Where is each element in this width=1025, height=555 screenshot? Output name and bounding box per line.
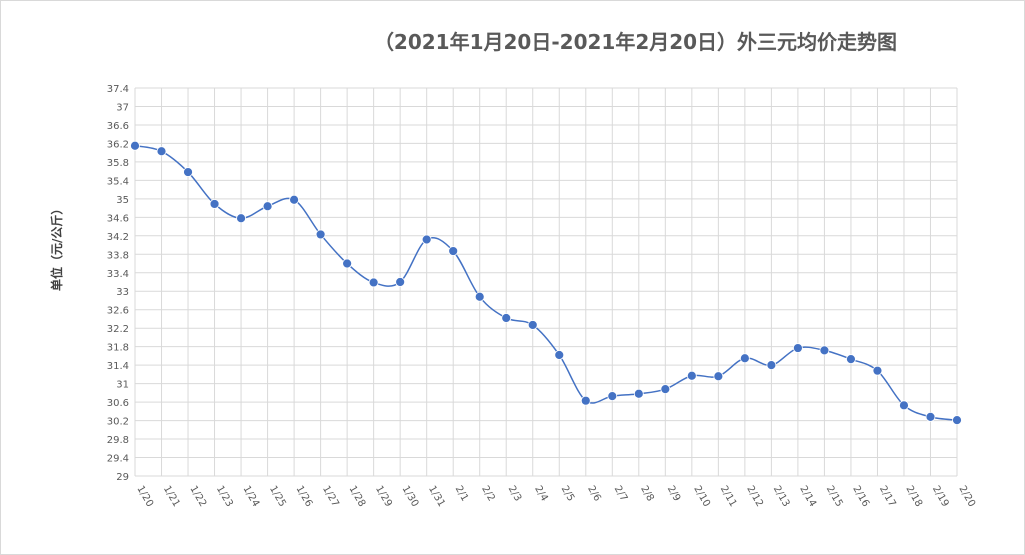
y-tick-label: 37.4: [107, 84, 129, 95]
x-tick-label: 1/20: [134, 484, 155, 509]
y-tick-label: 35: [116, 195, 129, 206]
data-point: [660, 384, 671, 395]
y-tick-label: 35.8: [107, 158, 129, 169]
data-point: [183, 167, 193, 177]
y-tick-label: 34.6: [107, 213, 129, 224]
data-point: [713, 371, 724, 382]
data-point: [607, 391, 618, 401]
y-tick-label: 31.4: [107, 361, 129, 372]
x-tick-label: 1/29: [373, 484, 394, 509]
data-point: [686, 370, 697, 381]
grid-lines: [134, 87, 958, 477]
series-line: [134, 144, 958, 421]
x-tick-label: 1/23: [214, 484, 235, 509]
x-tick-label: 2/17: [877, 484, 898, 509]
data-point: [236, 213, 246, 224]
x-tick-label: 2/4: [532, 484, 550, 503]
x-tick-label: 2/5: [559, 484, 577, 503]
data-point: [448, 246, 459, 256]
x-tick-labels: 1/20 1/21 1/22 1/23 1/24 1/25 1/26 1/27 1/28 1/29…: [134, 484, 977, 509]
data-point: [846, 354, 856, 365]
data-point: [793, 343, 803, 353]
data-point: [766, 360, 777, 371]
data-point: [315, 229, 326, 240]
x-tick-label: 2/8: [638, 484, 656, 503]
data-point: [527, 320, 538, 330]
y-tick-label: 29: [116, 472, 129, 483]
data-point: [474, 291, 485, 302]
y-tick-label: 31: [116, 380, 129, 391]
x-tick-label: 1/24: [240, 484, 261, 509]
x-tick-label: 2/19: [930, 484, 951, 509]
x-tick-label: 2/20: [956, 484, 977, 509]
data-point: [368, 277, 379, 288]
y-tick-label: 32.2: [107, 324, 129, 335]
data-point: [554, 350, 565, 360]
series-layer: [130, 140, 962, 426]
chart-title: （2021年1月20日-2021年2月20日）外三元均价走势图: [373, 30, 898, 54]
x-tick-label: 2/6: [585, 484, 603, 503]
y-tick-label: 31.8: [107, 343, 129, 354]
x-tick-label: 1/27: [320, 484, 341, 509]
x-tick-label: 2/11: [718, 484, 739, 509]
x-tick-label: 2/7: [612, 484, 630, 503]
data-point: [130, 140, 140, 151]
data-point: [739, 353, 750, 364]
x-tick-label: 2/9: [665, 484, 683, 503]
x-tick-label: 2/13: [771, 484, 792, 509]
x-tick-label: 2/2: [479, 484, 497, 503]
y-tick-label: 33.4: [107, 269, 129, 280]
y-tick-label: 36.2: [107, 139, 129, 150]
x-tick-label: 2/14: [797, 484, 818, 509]
x-tick-label: 1/22: [187, 484, 208, 509]
y-tick-labels: 29 29.4 29.8 30.2 30.6 31 31.4 31.8 32.2 32.6 33 33…: [107, 84, 129, 483]
y-tick-label: 34.2: [107, 232, 129, 243]
data-point: [395, 277, 406, 287]
x-tick-label: 2/10: [691, 484, 712, 509]
y-tick-label: 33.8: [107, 250, 129, 261]
data-point: [262, 201, 273, 212]
x-tick-label: 1/28: [347, 484, 368, 509]
data-point: [925, 411, 936, 422]
y-tick-label: 35.4: [107, 176, 129, 187]
y-tick-label: 29.8: [107, 435, 129, 446]
x-tick-label: 2/15: [824, 484, 845, 509]
x-tick-label: 2/16: [850, 484, 871, 509]
data-point: [580, 395, 591, 406]
x-tick-label: 2/18: [903, 484, 924, 509]
data-point: [633, 388, 644, 399]
x-tick-label: 2/1: [453, 484, 471, 503]
data-point: [899, 400, 909, 411]
y-tick-label: 30.6: [107, 398, 129, 409]
x-tick-label: 1/21: [161, 484, 182, 509]
x-tick-label: 1/26: [293, 484, 314, 509]
y-tick-label: 36.6: [107, 121, 129, 132]
data-point: [501, 313, 512, 323]
data-point: [156, 146, 167, 157]
x-tick-label: 2/12: [744, 484, 765, 509]
x-tick-label: 1/30: [400, 484, 421, 509]
y-tick-label: 32.6: [107, 306, 129, 317]
y-tick-label: 29.4: [107, 454, 129, 465]
data-point: [289, 194, 299, 205]
data-point: [421, 234, 432, 245]
y-tick-label: 30.2: [107, 417, 129, 428]
data-point: [209, 199, 220, 209]
data-point: [952, 415, 962, 426]
y-tick-label: 33: [116, 287, 129, 298]
x-tick-label: 1/31: [426, 484, 447, 509]
data-point: [342, 258, 353, 269]
data-point: [819, 345, 830, 356]
data-point: [872, 365, 883, 376]
x-tick-label: 2/3: [506, 484, 524, 503]
y-tick-label: 37: [116, 102, 129, 113]
x-tick-label: 1/25: [267, 484, 288, 509]
